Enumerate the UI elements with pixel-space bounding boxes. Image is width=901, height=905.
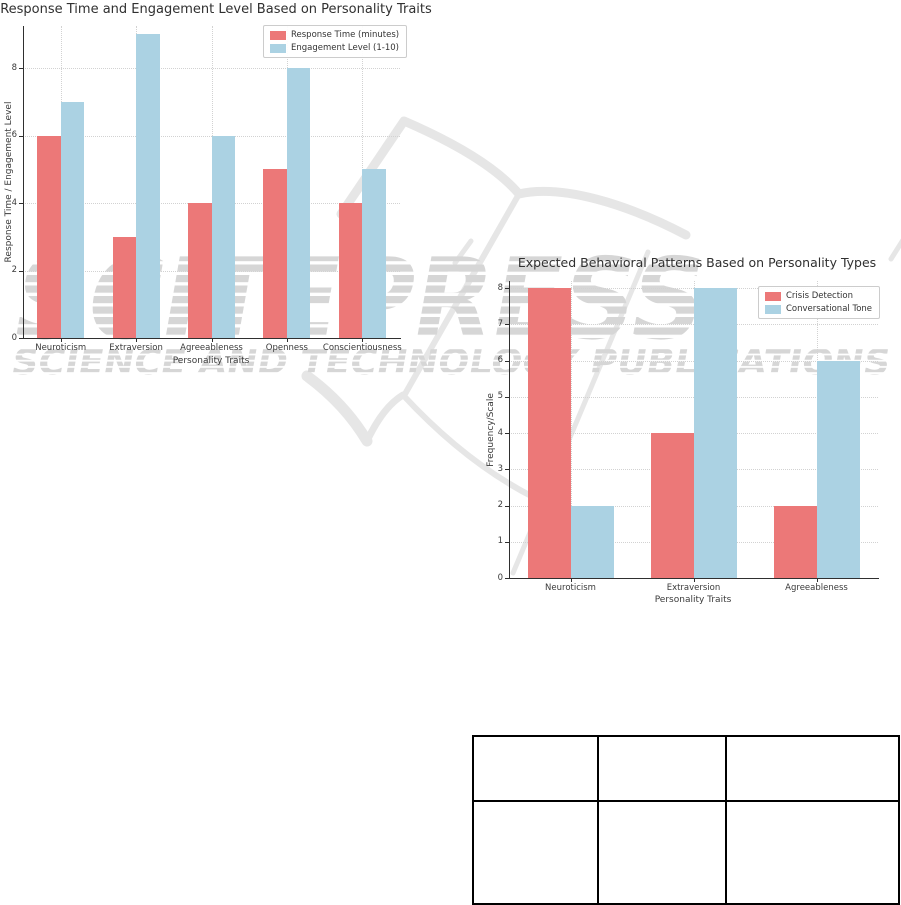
bar-response-time-minutes-	[37, 135, 61, 338]
y-tick-label: 2	[11, 265, 17, 276]
legend-item: Crisis Detection	[765, 291, 872, 301]
y-tick-label: 7	[497, 318, 503, 329]
x-tick-mark	[362, 338, 364, 342]
y-tick-label: 0	[497, 572, 503, 583]
y-tick-label: 8	[497, 282, 503, 293]
bar-conversational-tone	[570, 505, 614, 578]
bar-engagement-level-1-10-	[362, 169, 386, 338]
chart-2-x-axis-label: Personality Traits	[654, 595, 732, 605]
chart-1-x-axis-label: Personality Traits	[172, 356, 250, 366]
legend-item: Response Time (minutes)	[270, 30, 399, 40]
y-tick-label: 5	[497, 391, 503, 402]
x-tick-mark	[693, 578, 695, 582]
y-tick-mark	[505, 288, 509, 290]
table-cell	[472, 800, 599, 905]
x-tick-mark	[816, 578, 818, 582]
y-tick-mark	[505, 433, 509, 435]
bar-crisis-detection	[650, 433, 694, 578]
x-tick-mark	[570, 578, 572, 582]
bar-conversational-tone	[693, 288, 737, 578]
gridline-vertical	[570, 281, 572, 578]
y-tick-mark	[505, 578, 509, 579]
y-tick-mark	[505, 505, 509, 507]
chart-1-title: Response Time and Engagement Level Based…	[0, 2, 432, 17]
bar-crisis-detection	[527, 288, 571, 578]
legend: Crisis Detection Conversational Tone	[758, 286, 881, 319]
bar-response-time-minutes-	[338, 203, 363, 338]
legend-label: Engagement Level (1-10)	[291, 43, 399, 53]
axes-spines	[509, 281, 879, 579]
legend-label: Conversational Tone	[786, 304, 873, 314]
x-tick-label: Extraversion	[666, 583, 721, 593]
bar-engagement-level-1-10-	[60, 101, 85, 338]
y-tick-label: 8	[11, 62, 17, 73]
x-tick-label: Neuroticism	[35, 343, 87, 353]
y-tick-label: 4	[11, 197, 17, 208]
legend-swatch	[270, 43, 286, 53]
x-tick-mark	[286, 338, 288, 342]
legend-swatch	[765, 304, 781, 314]
scitepress-logo-graphic	[301, 116, 901, 576]
bar-response-time-minutes-	[112, 236, 137, 338]
y-tick-mark	[19, 338, 23, 339]
bar-engagement-level-1-10-	[286, 68, 311, 338]
y-tick-mark	[505, 541, 509, 543]
y-tick-mark	[19, 135, 23, 137]
x-tick-label: Neuroticism	[545, 583, 596, 593]
legend-swatch	[270, 30, 286, 40]
bar-engagement-level-1-10-	[136, 34, 160, 338]
y-tick-label: 0	[11, 332, 17, 343]
table-row	[472, 735, 900, 802]
x-tick-mark	[136, 338, 138, 342]
x-tick-label: Agreeableness	[180, 343, 243, 353]
y-tick-mark	[505, 360, 509, 362]
legend-label: Response Time (minutes)	[291, 30, 400, 40]
watermark-tagline-text: SCIENCE AND TECHNOLOGY PUBLICATIONS	[8, 342, 893, 383]
gridline-horizontal	[23, 68, 400, 70]
y-tick-label: 2	[497, 500, 503, 511]
x-tick-mark	[211, 338, 213, 342]
y-tick-label: 6	[497, 355, 503, 366]
empty-comparison-table	[472, 735, 900, 905]
legend-item: Conversational Tone	[765, 304, 872, 314]
y-tick-label: 1	[497, 536, 503, 547]
legend-item: Engagement Level (1-10)	[270, 43, 399, 53]
y-tick-label: 4	[497, 427, 503, 438]
x-tick-label: Extraversion	[109, 343, 163, 353]
bar-response-time-minutes-	[188, 203, 212, 338]
y-tick-mark	[19, 270, 23, 272]
table-cell	[597, 800, 727, 905]
y-tick-label: 3	[497, 463, 503, 474]
x-tick-label: Agreeableness	[785, 583, 848, 593]
bar-conversational-tone	[816, 360, 860, 578]
chart-2-title: Expected Behavioral Patterns Based on Pe…	[517, 255, 877, 270]
table-cell	[472, 735, 599, 802]
legend-label: Crisis Detection	[786, 291, 854, 301]
y-tick-mark	[505, 469, 509, 471]
y-tick-mark	[19, 203, 23, 205]
x-tick-label: Conscientiousness	[322, 343, 402, 353]
y-tick-mark	[505, 324, 509, 326]
x-tick-mark	[60, 338, 62, 342]
bar-response-time-minutes-	[263, 169, 287, 338]
table-cell	[597, 735, 727, 802]
chart-1-y-axis-label: Response Time / Engagement Level	[4, 101, 14, 263]
bar-crisis-detection	[773, 505, 817, 578]
table-cell	[725, 735, 900, 802]
bar-engagement-level-1-10-	[211, 135, 235, 338]
y-tick-label: 6	[11, 130, 17, 141]
y-tick-mark	[505, 396, 509, 398]
axes-spines	[23, 26, 401, 339]
x-tick-label: Openness	[265, 343, 308, 353]
legend: Response Time (minutes) Engagement Level …	[263, 25, 408, 58]
table-row	[472, 800, 900, 905]
legend-swatch	[765, 291, 781, 301]
y-tick-mark	[19, 68, 23, 70]
table-cell	[725, 800, 900, 905]
